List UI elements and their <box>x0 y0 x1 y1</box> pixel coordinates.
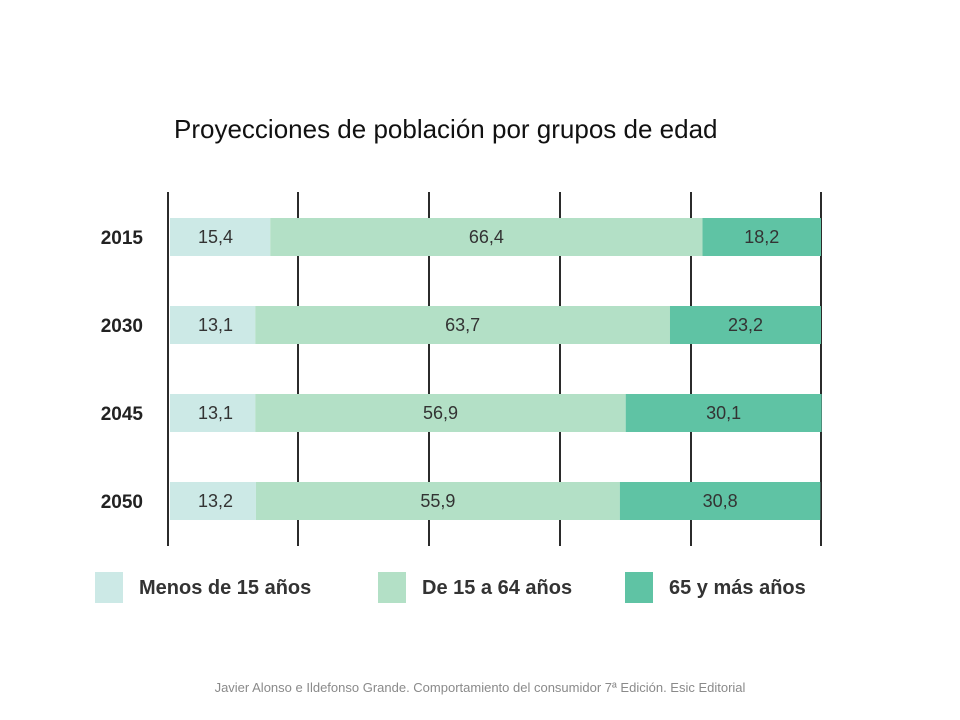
bar-segment <box>170 482 256 520</box>
value-label: 30,8 <box>703 491 738 511</box>
bar-segment <box>669 306 821 344</box>
value-label: 13,1 <box>198 403 233 423</box>
category-label-2045: 2045 <box>101 404 144 425</box>
bar-segment <box>170 218 271 256</box>
bar-segment <box>170 306 256 344</box>
value-label: 15,4 <box>198 227 233 247</box>
value-label: 55,9 <box>420 491 455 511</box>
bars <box>170 218 822 520</box>
category-label-2015: 2015 <box>101 228 144 249</box>
value-label: 13,1 <box>198 315 233 335</box>
bar-segment <box>255 306 670 344</box>
legend-label: De 15 a 64 años <box>422 577 573 599</box>
category-label-2050: 2050 <box>101 492 143 513</box>
bar-segment <box>170 394 256 432</box>
value-label: 30,1 <box>706 403 741 423</box>
value-label: 18,2 <box>744 227 779 247</box>
value-label: 56,9 <box>423 403 458 423</box>
legend-label: Menos de 15 años <box>139 577 312 599</box>
value-label: 66,4 <box>469 227 504 247</box>
legend-swatch <box>625 572 653 603</box>
chart-title: Proyecciones de población por grupos de … <box>174 114 718 144</box>
value-label: 13,2 <box>198 491 233 511</box>
legend-label: 65 y más años <box>669 577 806 599</box>
value-labels: 15,4 66,4 18,2 13,1 63,7 23,2 13,1 56,9 30,1 13,2… <box>198 227 779 511</box>
value-label: 63,7 <box>445 315 480 335</box>
bar-segment <box>270 218 703 256</box>
category-label-2030: 2030 <box>101 316 143 337</box>
bar-segment <box>702 218 821 256</box>
category-labels: 2015 2030 2045 2050 <box>101 228 144 513</box>
bar-segment <box>255 394 626 432</box>
bar-segment <box>625 394 822 432</box>
bar-segment <box>619 482 821 520</box>
bar-segment <box>255 482 620 520</box>
legend-swatch <box>95 572 123 603</box>
legend-swatch <box>378 572 406 603</box>
source-note: Javier Alonso e Ildefonso Grande. Compor… <box>214 680 746 695</box>
value-label: 23,2 <box>728 315 763 335</box>
